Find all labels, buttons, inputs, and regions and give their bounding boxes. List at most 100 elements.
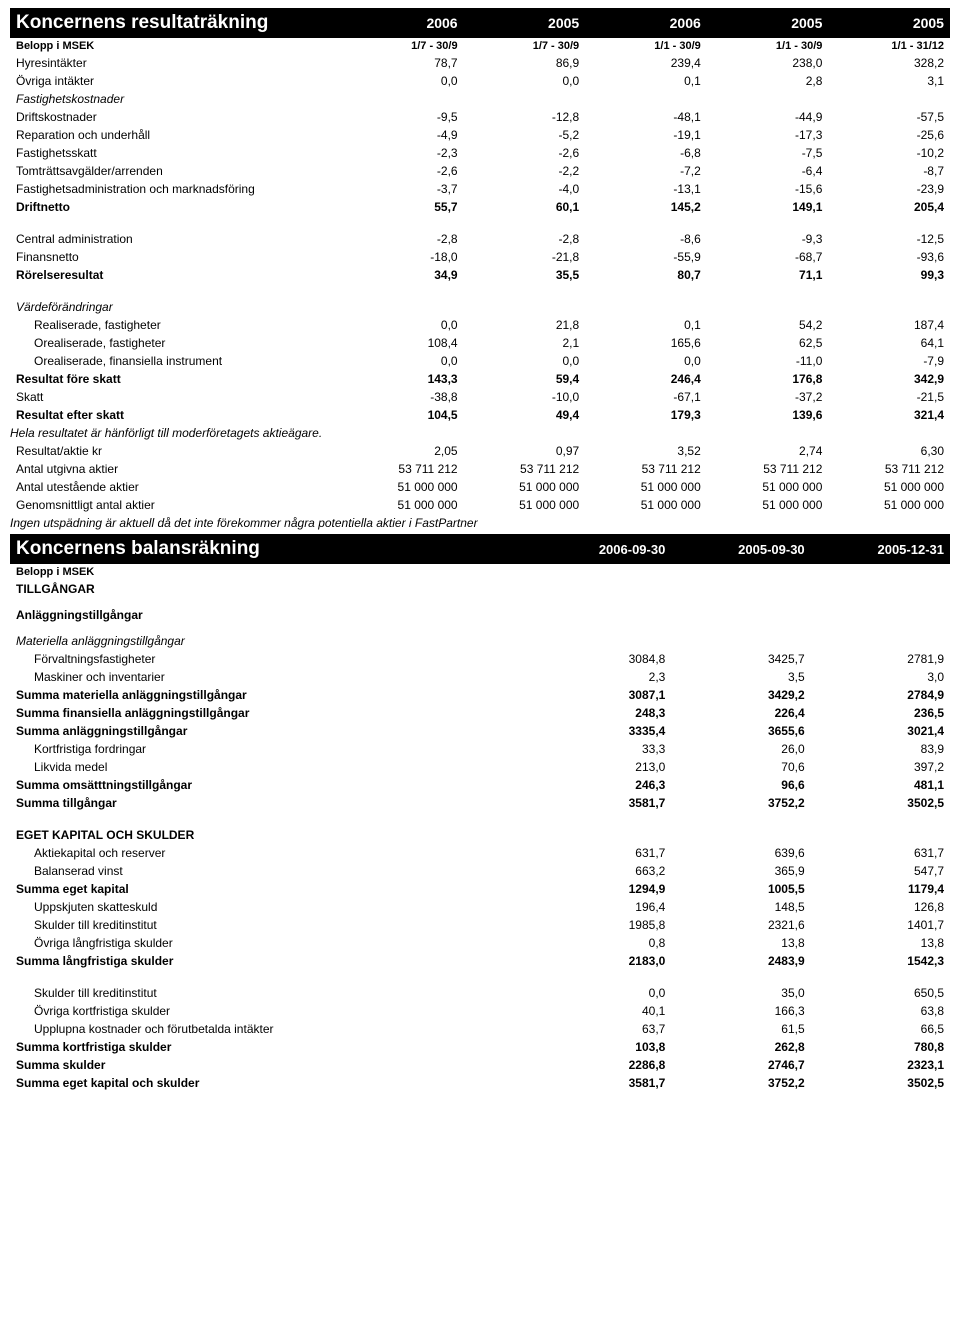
row-value: 0,0: [342, 352, 464, 370]
table-row: Orealiserade, fastigheter108,42,1165,662…: [10, 334, 950, 352]
row-label: Övriga långfristiga skulder: [10, 934, 532, 952]
row-label: Aktiekapital och reserver: [10, 844, 532, 862]
row-value: 650,5: [811, 984, 950, 1002]
table-row: Kortfristiga fordringar33,326,083,9: [10, 740, 950, 758]
table-row: Materiella anläggningstillgångar: [10, 632, 950, 650]
row-label: Resultat före skatt: [10, 370, 342, 388]
row-value: 53 711 212: [464, 460, 586, 478]
row-label: Uppskjuten skatteskuld: [10, 898, 532, 916]
table-row: EGET KAPITAL OCH SKULDER: [10, 826, 950, 844]
row-value: 108,4: [342, 334, 464, 352]
table-row: Summa finansiella anläggningstillgångar2…: [10, 704, 950, 722]
row-value: 104,5: [342, 406, 464, 424]
row-label: Orealiserade, fastigheter: [10, 334, 342, 352]
row-value: -48,1: [585, 108, 707, 126]
row-value: -7,9: [828, 352, 950, 370]
row-value: -55,9: [585, 248, 707, 266]
row-value: 248,3: [532, 704, 671, 722]
row-value: [811, 580, 950, 598]
row-value: 1005,5: [671, 880, 810, 898]
row-label: Skulder till kreditinstitut: [10, 984, 532, 1002]
income-period-0: 1/7 - 30/9: [342, 38, 464, 54]
row-label: Antal utgivna aktier: [10, 460, 342, 478]
row-value: 2183,0: [532, 952, 671, 970]
table-row: Likvida medel213,070,6397,2: [10, 758, 950, 776]
row-value: 187,4: [828, 316, 950, 334]
row-label: Anläggningstillgångar: [10, 606, 532, 624]
balance-sub-label: Belopp i MSEK: [10, 564, 532, 580]
income-header: Koncernens resultaträkning 2006 2005 200…: [10, 8, 950, 38]
row-value: 3,0: [811, 668, 950, 686]
table-row: [10, 284, 950, 298]
row-value: 13,8: [671, 934, 810, 952]
table-row: Fastighetskostnader: [10, 90, 950, 108]
row-value: 262,8: [671, 1038, 810, 1056]
income-period-4: 1/1 - 31/12: [828, 38, 950, 54]
row-value: 328,2: [828, 54, 950, 72]
row-value: 3502,5: [811, 794, 950, 812]
row-value: 78,7: [342, 54, 464, 72]
table-row: [10, 624, 950, 632]
table-row: Skulder till kreditinstitut0,035,0650,5: [10, 984, 950, 1002]
table-row: [10, 598, 950, 606]
row-value: 51 000 000: [828, 496, 950, 514]
row-label: Kortfristiga fordringar: [10, 740, 532, 758]
table-row: Anläggningstillgångar: [10, 606, 950, 624]
row-value: 2,8: [707, 72, 829, 90]
row-value: [342, 298, 464, 316]
row-value: 53 711 212: [342, 460, 464, 478]
table-row: Driftnetto55,760,1145,2149,1205,4: [10, 198, 950, 216]
row-value: 51 000 000: [585, 496, 707, 514]
income-period-2: 1/1 - 30/9: [585, 38, 707, 54]
table-row: Summa eget kapital och skulder3581,73752…: [10, 1074, 950, 1092]
table-row: Fastighetsskatt-2,3-2,6-6,8-7,5-10,2: [10, 144, 950, 162]
table-row: Resultat före skatt143,359,4246,4176,834…: [10, 370, 950, 388]
row-value: 0,1: [585, 316, 707, 334]
row-value: 176,8: [707, 370, 829, 388]
balance-table: Belopp i MSEK TILLGÅNGARAnläggningstillg…: [10, 564, 950, 1092]
row-value: 35,5: [464, 266, 586, 284]
row-label: Summa skulder: [10, 1056, 532, 1074]
table-row: Antal utgivna aktier53 711 21253 711 212…: [10, 460, 950, 478]
row-label: Hyresintäkter: [10, 54, 342, 72]
row-label: Realiserade, fastigheter: [10, 316, 342, 334]
row-label: Genomsnittligt antal aktier: [10, 496, 342, 514]
row-value: [585, 298, 707, 316]
row-value: 3335,4: [532, 722, 671, 740]
row-value: 80,7: [585, 266, 707, 284]
row-value: 236,5: [811, 704, 950, 722]
row-label: Summa eget kapital och skulder: [10, 1074, 532, 1092]
row-value: [671, 632, 810, 650]
row-value: 0,0: [342, 316, 464, 334]
row-value: 13,8: [811, 934, 950, 952]
row-value: 2,1: [464, 334, 586, 352]
table-row: Uppskjuten skatteskuld196,4148,5126,8: [10, 898, 950, 916]
row-label: Orealiserade, finansiella instrument: [10, 352, 342, 370]
row-label: Balanserad vinst: [10, 862, 532, 880]
table-row: Central administration-2,8-2,8-8,6-9,3-1…: [10, 230, 950, 248]
row-value: -9,5: [342, 108, 464, 126]
row-value: 64,1: [828, 334, 950, 352]
row-value: 51 000 000: [464, 496, 586, 514]
row-value: 226,4: [671, 704, 810, 722]
row-value: 166,3: [671, 1002, 810, 1020]
row-value: 26,0: [671, 740, 810, 758]
row-value: 3,5: [671, 668, 810, 686]
row-value: -93,6: [828, 248, 950, 266]
balance-date-1: 2005-09-30: [665, 542, 804, 557]
row-label: Driftskostnader: [10, 108, 342, 126]
row-value: 3502,5: [811, 1074, 950, 1092]
row-value: 246,4: [585, 370, 707, 388]
row-value: 780,8: [811, 1038, 950, 1056]
row-value: -2,2: [464, 162, 586, 180]
row-value: 59,4: [464, 370, 586, 388]
row-label: Summa eget kapital: [10, 880, 532, 898]
row-value: 0,0: [585, 352, 707, 370]
balance-date-0: 2006-09-30: [526, 542, 665, 557]
row-value: 481,1: [811, 776, 950, 794]
row-value: -2,6: [342, 162, 464, 180]
row-label: Övriga kortfristiga skulder: [10, 1002, 532, 1020]
row-value: 365,9: [671, 862, 810, 880]
table-row: [10, 216, 950, 230]
row-value: 3752,2: [671, 794, 810, 812]
